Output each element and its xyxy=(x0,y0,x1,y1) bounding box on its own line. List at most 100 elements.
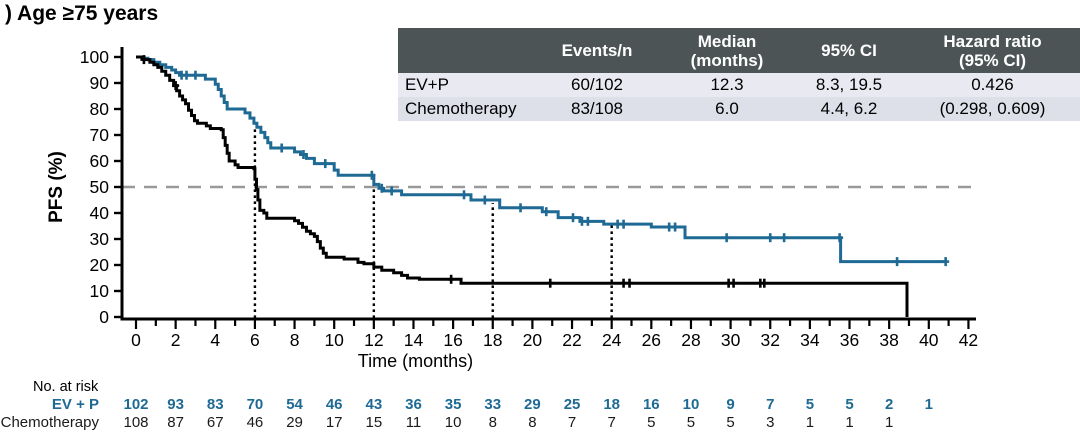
y-tick-label: 70 xyxy=(90,125,110,145)
summary-cell: 12.3 xyxy=(710,75,744,94)
y-tick-label: 20 xyxy=(90,255,110,275)
risk-count: 3 xyxy=(766,414,774,431)
x-tick-label: 16 xyxy=(443,330,462,350)
risk-count: 1 xyxy=(845,414,853,431)
risk-count: 36 xyxy=(405,396,422,413)
summary-row-chemotherapy: Chemotherapy 83/108 6.0 4.4, 6.2 (0.298, 0.6… xyxy=(398,97,1080,121)
x-tick-label: 8 xyxy=(290,330,300,350)
km-curve-ev-p xyxy=(136,55,946,264)
risk-count: 5 xyxy=(726,414,734,431)
risk-count: 7 xyxy=(766,396,774,413)
risk-table-caption: No. at risk xyxy=(33,379,99,395)
risk-count: 15 xyxy=(365,414,382,431)
risk-count: 87 xyxy=(167,414,184,431)
y-tick-label: 0 xyxy=(99,307,109,327)
y-tick-label: 100 xyxy=(80,47,109,67)
risk-count: 83 xyxy=(207,396,224,413)
summary-table: Events/n Median (months) 95% CI Hazard ratio… xyxy=(398,28,1080,121)
risk-count: 1 xyxy=(885,414,893,431)
summary-header-cell: Median (months) xyxy=(690,31,764,70)
summary-cell: (0.298, 0.609) xyxy=(939,99,1046,118)
summary-cell: 83/108 xyxy=(571,99,623,118)
risk-count: 43 xyxy=(365,396,382,413)
x-tick-label: 42 xyxy=(959,330,978,350)
x-tick-label: 36 xyxy=(840,330,859,350)
summary-row-ev-p: EV+P 60/102 12.3 8.3, 19.5 0.426 xyxy=(398,73,1080,97)
risk-count: 17 xyxy=(326,414,343,431)
risk-count: 5 xyxy=(647,414,655,431)
risk-count: 9 xyxy=(726,396,734,413)
risk-count: 7 xyxy=(608,414,616,431)
y-tick-label: 50 xyxy=(90,177,110,197)
x-axis-title: Time (months) xyxy=(358,351,473,371)
x-tick-label: 12 xyxy=(364,330,383,350)
risk-count: 102 xyxy=(123,396,148,413)
y-tick-label: 90 xyxy=(90,73,110,93)
risk-count: 16 xyxy=(643,396,660,413)
risk-count: 33 xyxy=(484,396,501,413)
summary-cell: 8.3, 19.5 xyxy=(815,75,883,94)
risk-count: 5 xyxy=(687,414,695,431)
summary-cell: 4.4, 6.2 xyxy=(820,99,878,118)
risk-count: 8 xyxy=(528,414,536,431)
y-tick-label: 10 xyxy=(90,281,110,301)
risk-count: 10 xyxy=(683,396,700,413)
x-tick-label: 26 xyxy=(642,330,661,350)
x-tick-label: 6 xyxy=(250,330,260,350)
summary-header-cell: 95% CI xyxy=(821,41,877,60)
summary-header-cell: Hazard ratio (95% CI) xyxy=(943,31,1042,70)
figure-title: ) Age ≥75 years xyxy=(5,2,159,25)
x-tick-label: 14 xyxy=(404,330,424,350)
risk-count: 54 xyxy=(286,396,303,413)
risk-count: 10 xyxy=(445,414,462,431)
risk-count: 7 xyxy=(568,414,576,431)
summary-table-header: Events/n Median (months) 95% CI Hazard ratio… xyxy=(398,28,1080,73)
x-tick-label: 20 xyxy=(523,330,543,350)
risk-count: 1 xyxy=(806,414,814,431)
x-tick-label: 0 xyxy=(131,330,141,350)
risk-count: 29 xyxy=(524,396,541,413)
summary-cell: EV+P xyxy=(405,75,449,94)
summary-cell: 6.0 xyxy=(715,99,739,118)
x-tick-label: 22 xyxy=(562,330,581,350)
x-tick-label: 34 xyxy=(800,330,820,350)
risk-count: 18 xyxy=(603,396,620,413)
risk-count: 46 xyxy=(247,414,264,431)
y-tick-label: 30 xyxy=(90,229,110,249)
x-tick-label: 38 xyxy=(879,330,898,350)
risk-count: 5 xyxy=(806,396,814,413)
summary-header-cell: Events/n xyxy=(561,41,633,60)
risk-count: 1 xyxy=(925,396,933,413)
x-tick-label: 2 xyxy=(171,330,181,350)
risk-count: 11 xyxy=(406,414,422,431)
x-tick-label: 30 xyxy=(721,330,741,350)
risk-count: 25 xyxy=(564,396,581,413)
x-tick-label: 32 xyxy=(761,330,780,350)
risk-count: 93 xyxy=(167,396,184,413)
x-tick-label: 40 xyxy=(919,330,939,350)
summary-cell: Chemotherapy xyxy=(405,99,517,118)
y-tick-label: 40 xyxy=(90,203,110,223)
risk-count: 35 xyxy=(445,396,462,413)
y-tick-label: 60 xyxy=(90,151,110,171)
risk-count: 2 xyxy=(885,396,893,413)
x-tick-label: 24 xyxy=(602,330,622,350)
risk-count: 108 xyxy=(123,414,148,431)
risk-count: 70 xyxy=(247,396,264,413)
summary-cell: 60/102 xyxy=(571,75,623,94)
risk-count: 67 xyxy=(207,414,224,431)
risk-count: 5 xyxy=(845,396,853,413)
risk-count: 8 xyxy=(489,414,497,431)
x-tick-label: 18 xyxy=(483,330,502,350)
x-tick-label: 28 xyxy=(681,330,700,350)
x-tick-label: 4 xyxy=(210,330,220,350)
x-tick-label: 10 xyxy=(324,330,344,350)
y-axis-title: PFS (%) xyxy=(46,151,67,223)
y-tick-label: 80 xyxy=(90,99,110,119)
risk-row-label-chemotherapy: Chemotherapy xyxy=(1,414,100,431)
risk-count: 46 xyxy=(326,396,343,413)
risk-row-label-ev-p: EV + P xyxy=(52,396,99,413)
summary-cell: 0.426 xyxy=(971,75,1014,94)
